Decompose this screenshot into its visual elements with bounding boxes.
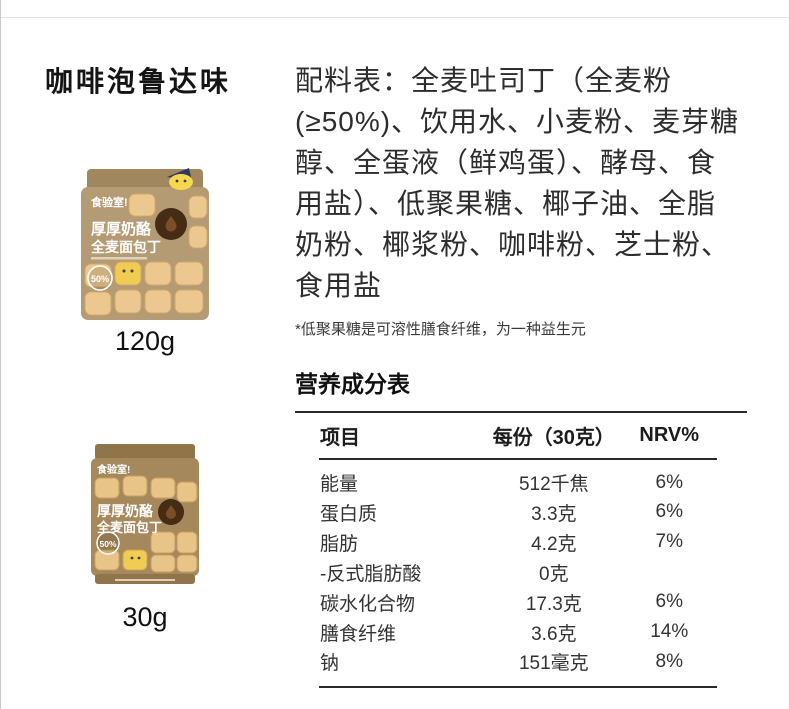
- package-name-line2: 全麦面包丁: [96, 520, 162, 535]
- nutrition-title: 营养成分表: [295, 365, 747, 413]
- nutrition-row: 钠 151毫克 8%: [319, 647, 717, 687]
- bread-cubes: [84, 193, 208, 316]
- flavor-title: 咖啡泡鲁达味: [45, 66, 232, 97]
- fifty-percent-badge-text: 50%: [99, 539, 116, 549]
- nutrition-row: 蛋白质 3.3克 6%: [319, 497, 717, 527]
- product-package-30g: 食验室! 厚厚奶酪 全麦面包丁 50%: [85, 440, 205, 595]
- nutrition-table: 项目 每份（30克） NRV% 能量 512千焦 6% 蛋白质 3.3克 6% …: [319, 413, 717, 688]
- package-brand-text: 食验室!: [96, 463, 130, 476]
- details-column: 配料表：全麦吐司丁（全麦粉(≥50%)、饮用水、小麦粉、麦芽糖醇、全蛋液（鲜鸡蛋…: [295, 60, 747, 688]
- nutrition-cell-amount: 4.2克: [531, 533, 577, 555]
- nutrition-row: 膳食纤维 3.6克 14%: [319, 617, 717, 647]
- nutrition-row: 碳水化合物 17.3克 6%: [319, 587, 717, 617]
- nutrition-header-item: 项目: [319, 413, 487, 460]
- package-name-line2: 全麦面包丁: [90, 239, 161, 255]
- nutrition-cell-item: 能量: [320, 474, 359, 495]
- nutrition-header-row: 项目 每份（30克） NRV%: [319, 413, 717, 460]
- nutrition-cell-nrv: 6%: [655, 501, 683, 522]
- nutrition-cell-amount: 512千焦: [518, 474, 589, 495]
- nutrition-cell-item: 脂肪: [320, 533, 359, 555]
- nutrition-cell-item: 膳食纤维: [320, 623, 397, 645]
- section-divider: [1, 17, 789, 18]
- package-name-line1: 厚厚奶酪: [91, 220, 152, 238]
- weight-label-30g: 30g: [122, 602, 168, 632]
- weight-label-120g: 120g: [114, 326, 176, 356]
- fifty-percent-badge: [87, 265, 113, 291]
- nutrition-cell-nrv: [621, 557, 717, 587]
- product-image-30g: 食验室! 厚厚奶酪 全麦面包丁 50%: [91, 444, 199, 584]
- nutrition-header-nrv: NRV%: [621, 413, 717, 460]
- nutrition-cell-nrv: 14%: [650, 621, 689, 642]
- nutrition-row: -反式脂肪酸 0克: [319, 557, 717, 587]
- nutrition-cell-nrv: 6%: [655, 471, 683, 493]
- nutrition-row: 能量 512千焦 6%: [319, 459, 717, 497]
- nutrition-cell-nrv: 8%: [655, 650, 683, 672]
- ingredients-note: *低聚果糖是可溶性膳食纤维，为一种益生元: [295, 321, 586, 338]
- nutrition-cell-amount: 151毫克: [518, 653, 589, 674]
- nutrition-cell-item: 蛋白质: [320, 503, 378, 525]
- product-image-120g: 食验室! 厚厚奶酪 全麦面包丁 50%: [81, 168, 209, 320]
- mascot-icon: [167, 168, 193, 190]
- fifty-percent-badge: [96, 531, 120, 555]
- nutrition-cell-amount: 3.3克: [531, 503, 577, 525]
- nutrition-header-serving: 每份（30克）: [486, 413, 622, 460]
- nutrition-cell-item: 钠: [320, 653, 340, 674]
- nutrition-cell-nrv: 7%: [655, 531, 683, 552]
- nutrition-cell-item: -反式脂肪酸: [320, 563, 422, 585]
- nutrition-cell-nrv: 6%: [655, 591, 683, 612]
- fifty-percent-badge-text: 50%: [91, 274, 109, 284]
- nutrition-cell-item: 碳水化合物: [320, 593, 416, 615]
- ingredients-text: 配料表：全麦吐司丁（全麦粉(≥50%)、饮用水、小麦粉、麦芽糖醇、全蛋液（鲜鸡蛋…: [295, 65, 740, 301]
- nutrition-row: 脂肪 4.2克 7%: [319, 527, 717, 557]
- package-brand-text: 食验室!: [91, 195, 128, 209]
- nutrition-cell-amount: 17.3克: [525, 593, 582, 615]
- product-package-120g: 食验室! 厚厚奶酪 全麦面包丁 50%: [71, 166, 219, 327]
- nutrition-cell-amount: 3.6克: [531, 623, 577, 645]
- bread-cubes: [94, 475, 198, 573]
- package-name-line1: 厚厚奶酪: [97, 503, 154, 519]
- nutrition-cell-amount: 0克: [539, 563, 569, 585]
